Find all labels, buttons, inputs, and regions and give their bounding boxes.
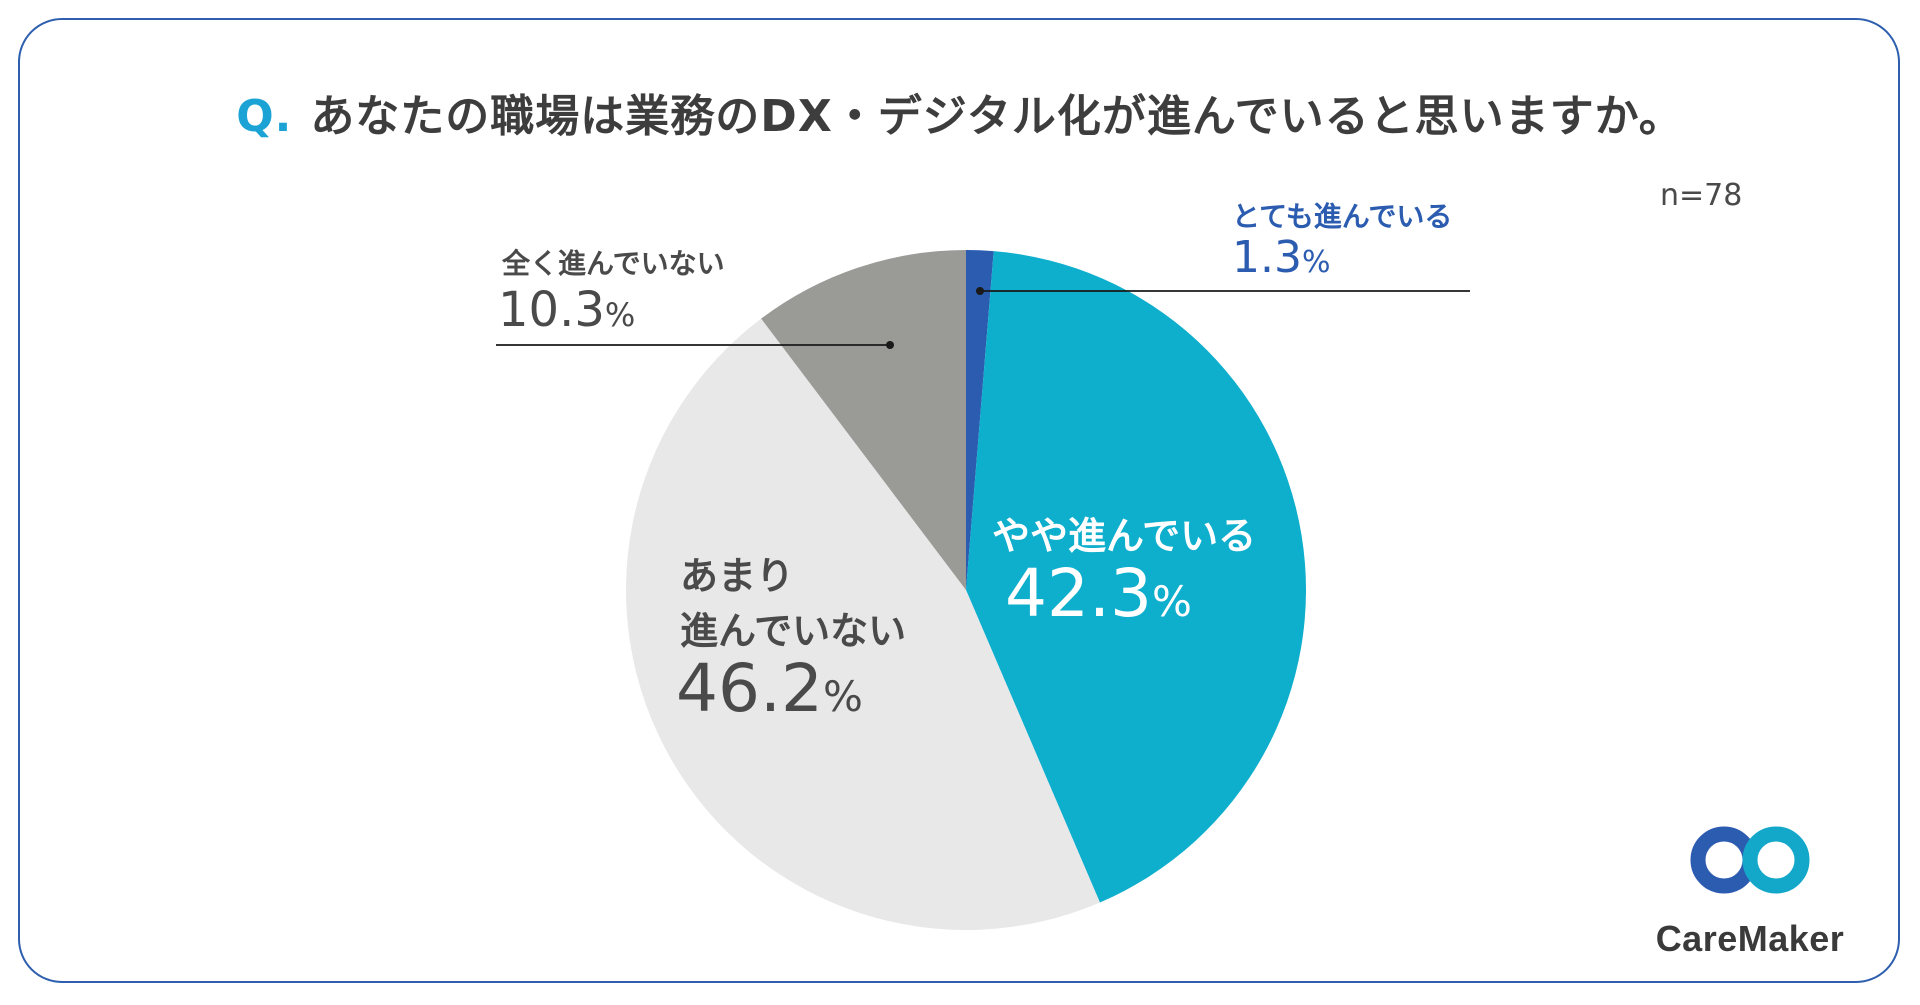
leader-dot-very-advanced: [976, 287, 984, 295]
pie-slice-not-at-all: [761, 250, 966, 590]
value-very-advanced-number: 1.3: [1232, 232, 1302, 283]
leader-dot-not-at-all: [886, 341, 894, 349]
pie-slice-not-much: [625, 318, 1100, 931]
value-very-advanced-sign: %: [1301, 245, 1331, 280]
value-somewhat-advanced-sign: %: [1151, 577, 1192, 626]
value-not-at-all-sign: %: [604, 296, 636, 334]
value-not-much-number: 46.2: [676, 650, 823, 727]
value-not-at-all-number: 10.3: [498, 282, 605, 338]
value-very-advanced: 1.3%: [1232, 232, 1331, 283]
label-not-much-line1: あまり: [680, 554, 795, 598]
brand-name: CareMaker: [1655, 918, 1845, 959]
sample-size: n=78: [1660, 178, 1743, 213]
label-somewhat-advanced: やや進んでいる: [992, 514, 1257, 558]
label-not-much-line2: 進んでいない: [680, 609, 907, 653]
label-very-advanced: とても進んでいる: [1232, 200, 1453, 233]
question-title: Q. あなたの職場は業務のDX・デジタル化が進んでいると思いますか。: [0, 80, 1920, 144]
caremaker-logo: CareMaker: [1630, 820, 1870, 970]
pie-slice-very-advanced: [966, 250, 994, 590]
infinity-loop-icon: [1690, 826, 1810, 894]
value-not-much: 46.2%: [676, 650, 863, 727]
value-not-much-sign: %: [822, 672, 863, 721]
question-text: あなたの職場は業務のDX・デジタル化が進んでいると思いますか。: [310, 91, 1684, 142]
pie-slice-somewhat-advanced: [966, 251, 1307, 903]
value-not-at-all: 10.3%: [498, 282, 635, 338]
value-somewhat-advanced: 42.3%: [1005, 555, 1192, 632]
value-somewhat-advanced-number: 42.3: [1005, 555, 1152, 632]
label-not-at-all: 全く進んでいない: [502, 247, 725, 280]
question-prefix: Q.: [236, 91, 293, 142]
